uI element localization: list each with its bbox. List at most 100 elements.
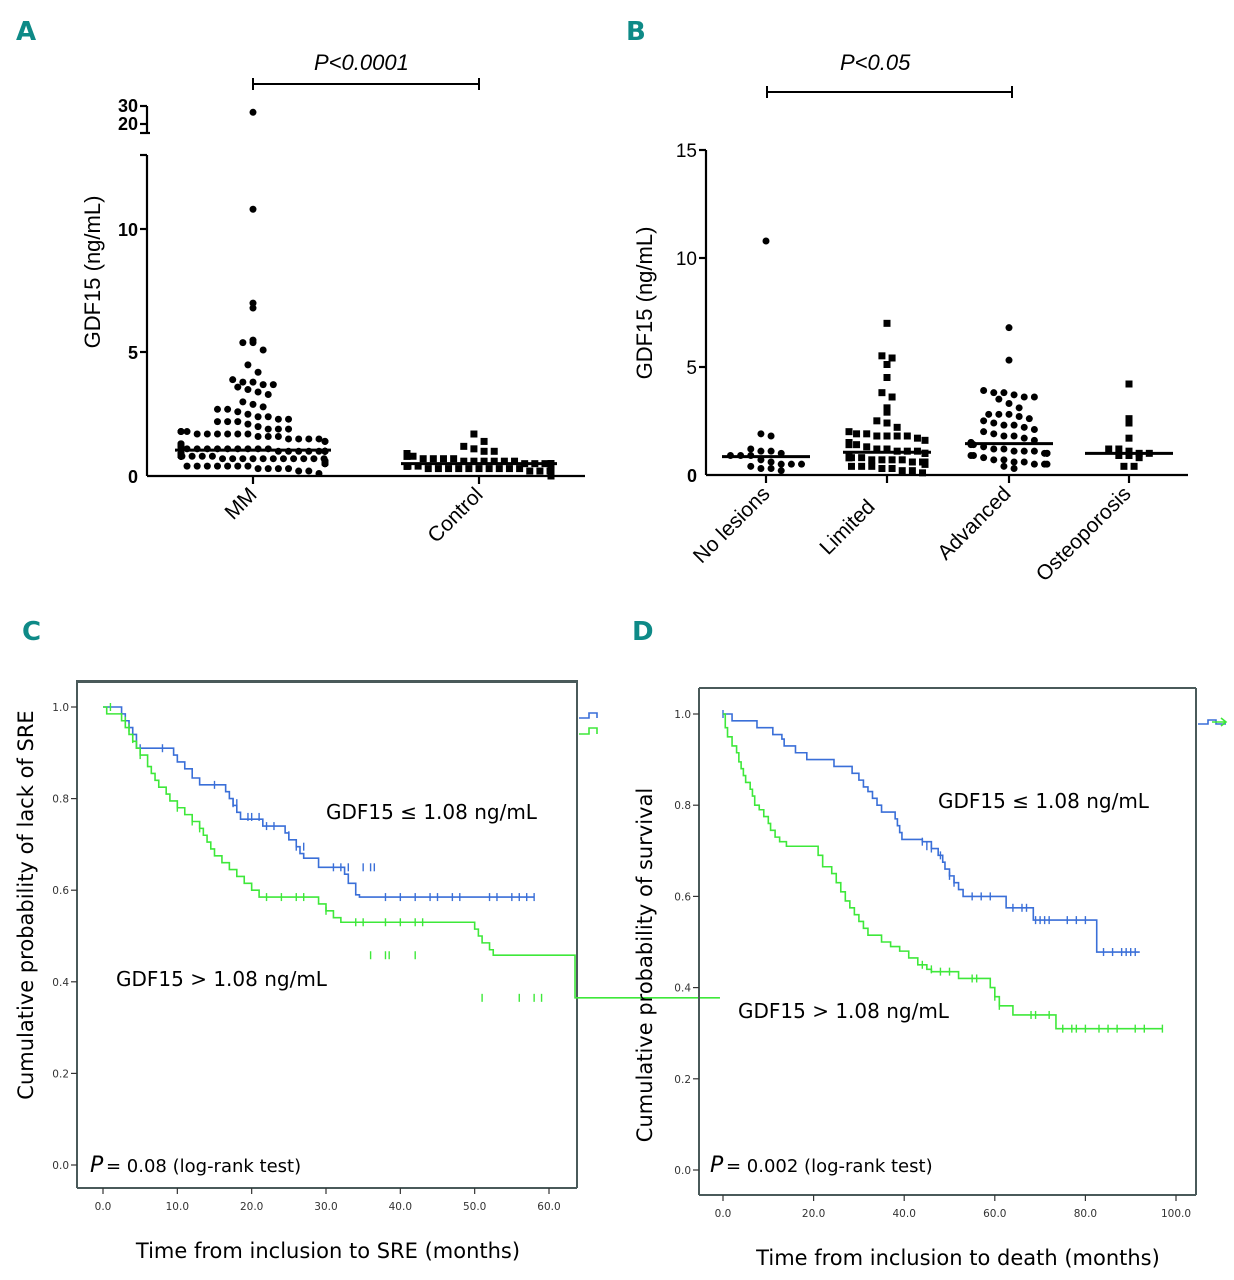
data-point-a-mm [274, 432, 282, 440]
data-point-a-mm [244, 462, 252, 470]
data-point-b-limited [883, 404, 891, 412]
y-axis-title-c: Cumulative probability of lack of SRE [14, 710, 38, 1099]
data-point-a-control [460, 457, 468, 465]
data-point-a-mm [224, 418, 232, 426]
y-tick-label-c: 1.0 [52, 702, 69, 714]
data-point-b-limited [908, 467, 916, 475]
data-point-b-limited [873, 445, 881, 453]
data-point-a-mm [244, 386, 252, 394]
data-point-b-osteoporosis [1125, 419, 1133, 427]
data-point-a-control [470, 430, 478, 438]
x-tick-label-d: 100.0 [1161, 1208, 1191, 1220]
data-point-a-mm [234, 462, 242, 470]
x-category-label-b-advanced: Advanced [933, 482, 1015, 564]
data-point-a-control [409, 452, 417, 460]
data-point-b-no-lesions [762, 237, 770, 245]
y-tick-label-a-30: 30 [118, 96, 138, 116]
x-category-label-a-mm: MM [221, 483, 262, 524]
data-point-a-mm [310, 455, 318, 463]
data-point-a-control [403, 452, 411, 460]
data-point-a-mm [244, 420, 252, 428]
data-point-b-limited [883, 445, 891, 453]
data-point-b-limited [893, 423, 901, 431]
y-axis-title-d: Cumulative probability of survival [633, 788, 657, 1142]
data-point-b-osteoporosis [1125, 447, 1133, 455]
data-point-a-mm [321, 437, 329, 445]
y-axis-title-b: GDF15 (ng/mL) [632, 227, 657, 380]
data-point-b-limited [878, 352, 886, 360]
data-point-b-limited [878, 456, 886, 464]
data-point-b-osteoporosis [1115, 452, 1123, 459]
y-tick-label-a-0: 0 [128, 467, 138, 487]
data-point-a-mm [213, 430, 221, 438]
panel-c: C 0.0 0.2 0.4 0.6 0.8 1.0 0.0 10.0 20.0 30.0 40.0 5… [14, 617, 720, 1263]
data-point-a-control [480, 447, 488, 455]
y-tick-label-a-5: 5 [128, 343, 138, 363]
data-point-a-mm [229, 455, 237, 463]
x-category-label-b-osteoporosis: Osteoporosis [1032, 482, 1136, 586]
y-tick-label-d: 0.0 [674, 1165, 691, 1177]
data-point-a-control [450, 455, 458, 463]
data-point-b-advanced [1020, 458, 1028, 466]
data-point-a-control [490, 447, 498, 455]
data-point-b-osteoporosis [1135, 454, 1143, 462]
legend-label-d-high: GDF15 > 1.08 ng/mL [738, 999, 950, 1023]
y-tick-label-a-10: 10 [118, 220, 138, 240]
y-tick-label-b-10: 10 [676, 249, 697, 270]
curves-c [103, 703, 720, 1002]
data-point-a-mm [264, 413, 272, 421]
data-point-a-control [500, 457, 508, 465]
curves-d [722, 710, 1164, 1033]
data-point-b-advanced [1030, 393, 1038, 401]
data-point-b-limited [858, 462, 866, 470]
data-point-b-advanced [1010, 432, 1018, 440]
data-point-b-osteoporosis [1125, 452, 1133, 459]
data-point-b-advanced [1020, 393, 1028, 401]
legend-swatch-c-low [579, 712, 598, 719]
data-point-b-osteoporosis [1125, 380, 1133, 388]
data-points-a [175, 108, 557, 480]
data-point-a-mm [254, 465, 262, 473]
data-point-a-mm [208, 452, 216, 460]
y-tick-label-d: 0.2 [674, 1074, 691, 1086]
data-point-a-mm [193, 462, 201, 470]
data-point-a-mm [274, 415, 282, 423]
significance-label-a: P<0.0001 [314, 50, 409, 75]
data-point-a-mm [285, 415, 293, 423]
data-point-b-limited [921, 460, 929, 468]
data-point-b-no-lesions [747, 445, 755, 453]
data-point-b-advanced [1020, 423, 1028, 431]
data-point-a-mm [259, 403, 267, 411]
data-point-a-control [439, 455, 447, 463]
data-point-a-mm [274, 465, 282, 473]
x-tick-label-d: 40.0 [893, 1208, 916, 1220]
data-point-a-mm [315, 470, 323, 478]
data-point-a-mm [264, 390, 272, 398]
data-point-a-mm [285, 435, 293, 443]
data-point-a-mm [229, 376, 237, 384]
y-tick-label-c: 0.6 [52, 885, 69, 897]
x-tick-label-c: 60.0 [537, 1201, 560, 1213]
y-tick-label-c: 0.2 [52, 1068, 69, 1080]
y-tick-label-b-5: 5 [686, 358, 697, 379]
data-point-a-mm [213, 462, 221, 470]
km-frame-c-top [76, 680, 578, 683]
y-tick-label-d: 0.4 [674, 983, 691, 995]
p-symbol-c: P [90, 1153, 104, 1178]
data-point-b-limited [845, 428, 853, 436]
data-point-a-mm [264, 425, 272, 433]
data-point-b-osteoporosis [1105, 445, 1113, 453]
panel-letter-d: D [632, 617, 654, 647]
data-point-a-control [414, 462, 422, 470]
data-point-b-advanced [1015, 404, 1023, 412]
data-point-a-mm [224, 462, 232, 470]
data-point-a-control [526, 467, 534, 475]
x-category-label-b-no-lesions: No lesions [689, 482, 775, 568]
y-tick-label-a-20: 20 [118, 114, 138, 134]
data-point-b-no-lesions [767, 465, 775, 472]
data-point-a-mm [249, 339, 257, 347]
data-point-a-mm [285, 465, 293, 473]
data-point-a-control [516, 465, 524, 473]
x-tick-label-c: 10.0 [166, 1201, 189, 1213]
